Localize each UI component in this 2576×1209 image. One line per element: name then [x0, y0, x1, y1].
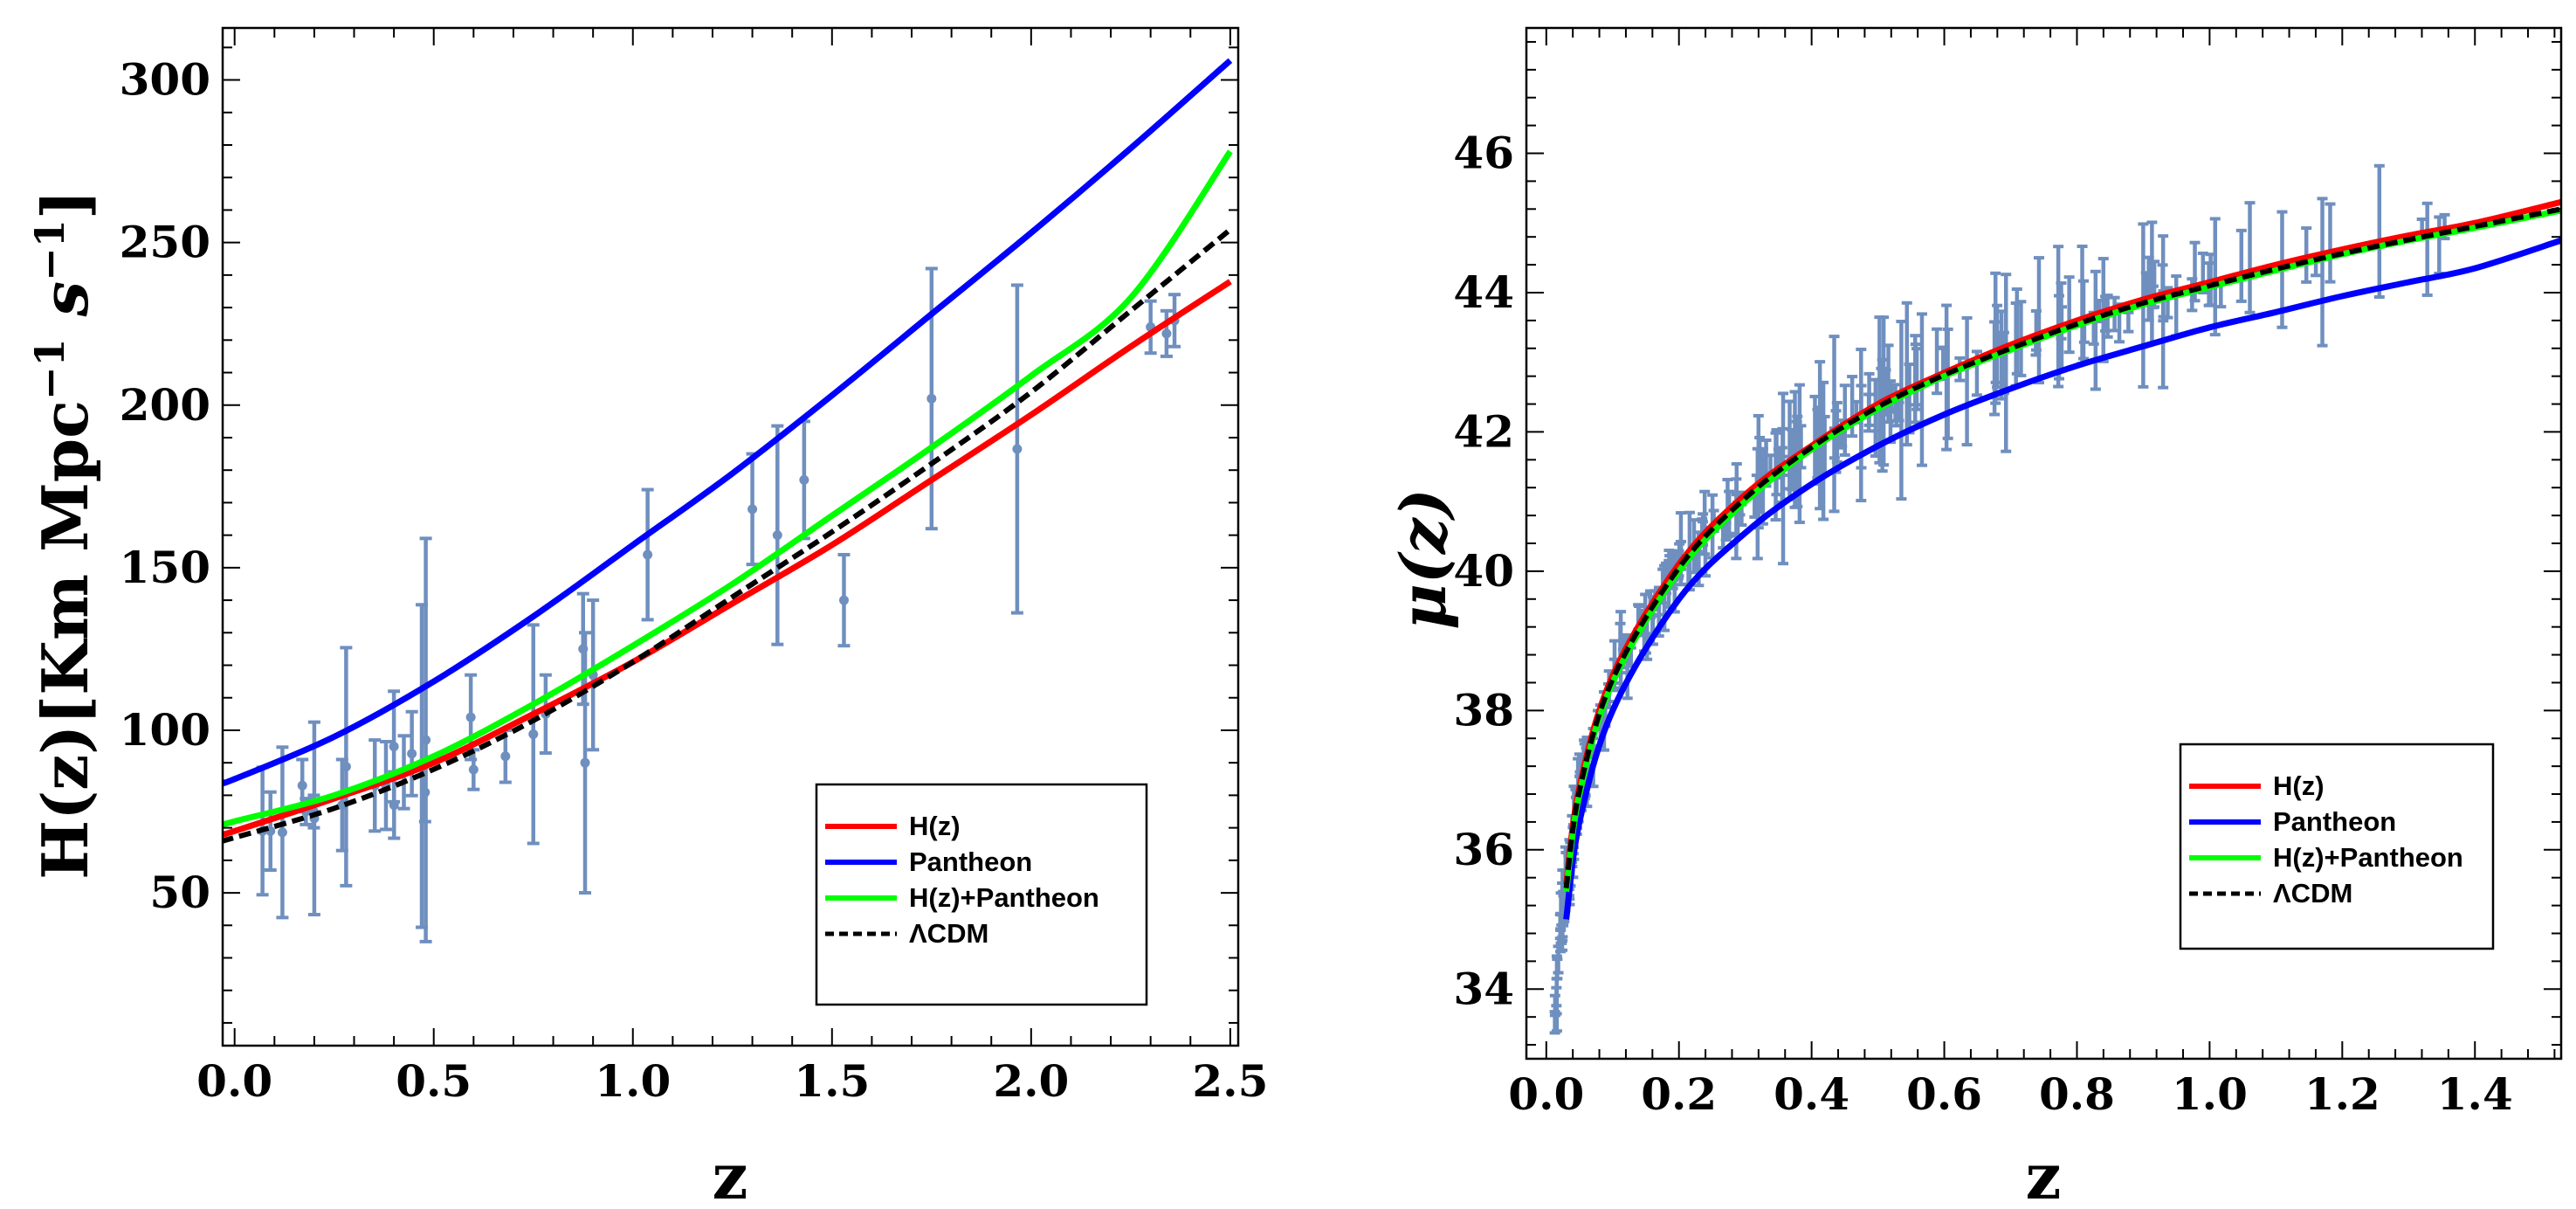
- right-x-tick-label: 1.0: [2172, 1068, 2248, 1120]
- left-y-tick-label: 250: [120, 217, 210, 268]
- right-x-tick-label: 1.2: [2304, 1068, 2380, 1120]
- left-data-point: [642, 490, 654, 620]
- right-legend-label: Pantheon: [2273, 806, 2396, 837]
- left-y-axis-title: H(z)[Km Mpc−1 s−1]: [26, 190, 102, 880]
- left-model-curves: [223, 60, 1230, 841]
- left-x-tick-label: 0.0: [196, 1055, 272, 1107]
- left-y-tick-label: 150: [120, 542, 210, 593]
- right-x-tick-label: 0.6: [1906, 1068, 1982, 1120]
- left-y-tick-label: 50: [149, 867, 210, 918]
- left-x-tick-label: 2.0: [993, 1055, 1069, 1107]
- right-data-point: [2077, 246, 2088, 363]
- left-legend-label: H(z): [909, 811, 961, 841]
- left-x-tick-label: 1.5: [794, 1055, 870, 1107]
- right-x-tick-label: 0.0: [1508, 1068, 1584, 1120]
- left-data-point: [837, 555, 850, 646]
- right-data-point: [2325, 204, 2335, 282]
- right-data-point: [2123, 313, 2133, 332]
- right-data-point: [2318, 198, 2328, 345]
- right-legend-label: H(z)+Pantheon: [2273, 842, 2463, 873]
- right-data-point: [2245, 203, 2256, 313]
- right-legend: H(z) Pantheon H(z)+Pantheon ΛCDM: [2180, 744, 2493, 949]
- right-y-tick-label: 36: [1453, 824, 1514, 875]
- left-curve-h-z-pantheon: [223, 151, 1230, 825]
- right-data-point: [1552, 959, 1562, 978]
- left-data-point: [527, 625, 540, 843]
- left-y-tick-label: 300: [120, 54, 210, 106]
- right-data-point: [2064, 277, 2075, 352]
- left-legend-label: ΛCDM: [909, 918, 988, 949]
- right-y-tick-label: 44: [1453, 266, 1514, 318]
- left-data-point: [798, 421, 810, 538]
- right-chart-panel: 0.0 0.2 0.4 0.6 0.8 1.0 1.2 1.4 34 36 38 40 42 44 46 z…: [1386, 28, 2561, 1209]
- left-curve-pantheon: [223, 60, 1230, 784]
- left-legend-label: H(z)+Pantheon: [909, 882, 1099, 913]
- left-y-tick-label: 200: [120, 379, 210, 431]
- right-data-point: [2171, 276, 2181, 335]
- right-y-tick-label: 40: [1453, 545, 1514, 597]
- right-y-tick-label: 42: [1453, 405, 1514, 457]
- right-y-tick-label: 38: [1453, 684, 1514, 736]
- right-y-tick-label: 46: [1453, 128, 1514, 179]
- right-data-point: [2236, 231, 2247, 301]
- right-x-tick-label: 1.4: [2437, 1068, 2513, 1120]
- right-y-tick-label: 34: [1453, 963, 1514, 1014]
- right-data-point: [2374, 166, 2385, 297]
- left-data-point: [276, 747, 288, 917]
- left-y-tick-label: 100: [120, 704, 210, 756]
- right-x-tick-label: 0.4: [1774, 1068, 1849, 1120]
- left-legend: H(z) Pantheon H(z)+Pantheon ΛCDM: [816, 784, 1147, 1005]
- right-x-tick-label: 0.2: [1641, 1068, 1717, 1120]
- right-x-tick-label: 0.8: [2039, 1068, 2115, 1120]
- left-x-tick-label: 2.5: [1192, 1055, 1268, 1107]
- right-legend-label: H(z): [2273, 770, 2325, 801]
- left-data-point: [771, 426, 783, 645]
- right-legend-label: ΛCDM: [2273, 878, 2352, 908]
- left-chart-panel: 0.0 0.5 1.0 1.5 2.0 2.5 50 100 150 200 250 300 z H(…: [26, 28, 1268, 1209]
- right-y-axis-title: μ(z): [1386, 488, 1460, 630]
- left-data-point: [747, 454, 759, 565]
- left-x-axis-title: z: [713, 1139, 748, 1209]
- right-axis-ticks: 0.0 0.2 0.4 0.6 0.8 1.0 1.2 1.4 34 36 38 40 42 44 46: [1453, 28, 2561, 1120]
- left-data-point: [1011, 285, 1023, 612]
- figure: 0.0 0.5 1.0 1.5 2.0 2.5 50 100 150 200 250 300 z H(…: [0, 0, 2576, 1209]
- right-x-axis-title: z: [2026, 1139, 2062, 1209]
- left-legend-label: Pantheon: [909, 846, 1032, 877]
- left-x-tick-label: 0.5: [396, 1055, 472, 1107]
- left-x-tick-label: 1.0: [595, 1055, 671, 1107]
